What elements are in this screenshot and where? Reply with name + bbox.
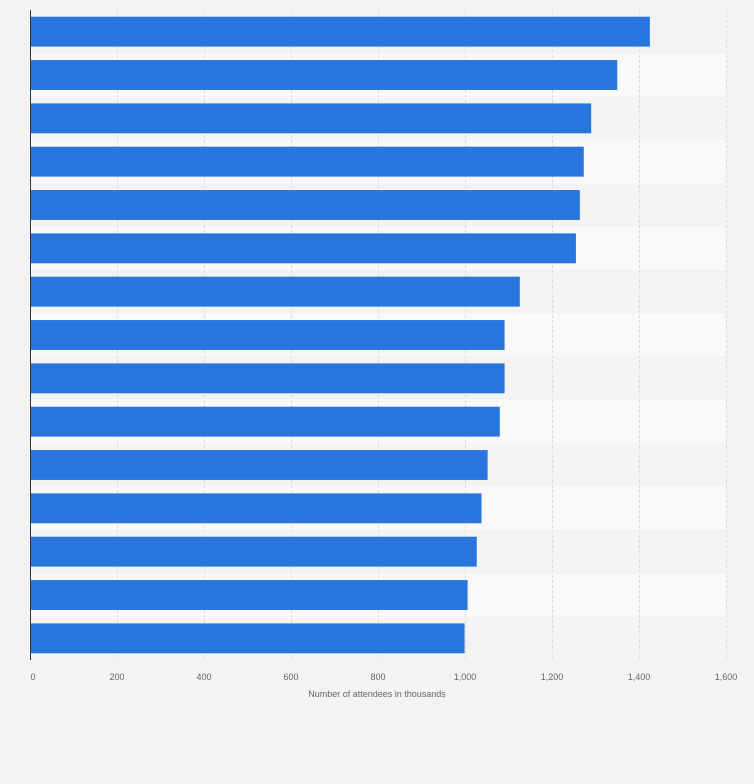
x-tick-label: 1,400 bbox=[628, 672, 651, 682]
x-tick-label: 200 bbox=[109, 672, 124, 682]
x-tick-label: 400 bbox=[196, 672, 211, 682]
x-tick-labels: 0 200 400 600 800 1,000 1,200 1,400 1,600 bbox=[30, 672, 737, 682]
x-tick-label: 800 bbox=[370, 672, 385, 682]
bar bbox=[30, 580, 468, 610]
bar bbox=[30, 233, 576, 264]
bar bbox=[30, 623, 465, 654]
x-tick-label: 1,000 bbox=[454, 672, 477, 682]
x-tick-label: 1,200 bbox=[541, 672, 564, 682]
bar bbox=[30, 493, 482, 524]
bar bbox=[30, 16, 650, 47]
bar bbox=[30, 536, 477, 567]
bar bbox=[30, 363, 505, 394]
x-tick-label: 1,600 bbox=[715, 672, 738, 682]
bar bbox=[30, 320, 505, 350]
bars bbox=[30, 16, 650, 654]
bar bbox=[30, 190, 580, 220]
bar bbox=[30, 276, 520, 307]
bar bbox=[30, 406, 500, 437]
x-axis-title: Number of attendees in thousands bbox=[308, 689, 446, 699]
bar bbox=[30, 60, 618, 90]
x-tick-label: 600 bbox=[283, 672, 298, 682]
bar bbox=[30, 103, 592, 134]
bar bbox=[30, 450, 488, 480]
x-tick-label: 0 bbox=[30, 672, 35, 682]
bar bbox=[30, 146, 584, 177]
